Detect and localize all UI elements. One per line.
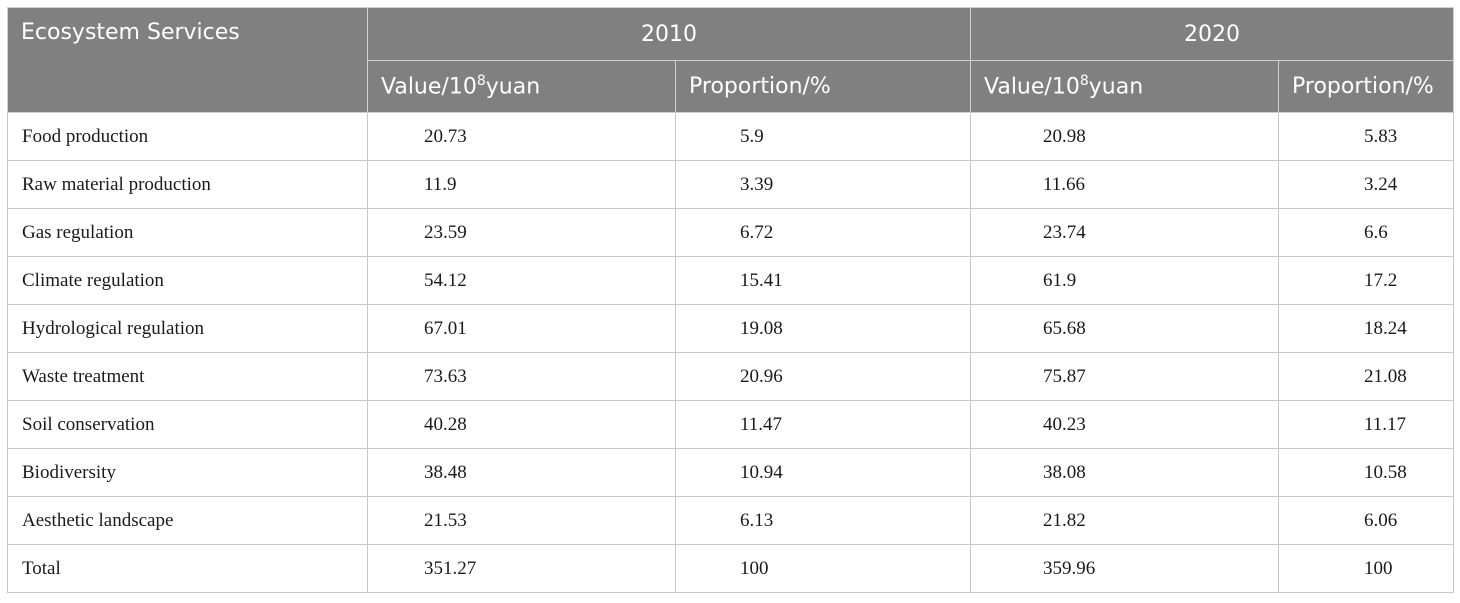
service-name: Gas regulation [7, 208, 368, 257]
proportion-2020: 21.08 [1278, 352, 1454, 401]
service-name: Food production [7, 112, 368, 161]
proportion-2020: 3.24 [1278, 160, 1454, 209]
value-2010: 54.12 [367, 256, 676, 305]
header-value-2010: Value/108yuan [367, 60, 676, 113]
proportion-2020: 5.83 [1278, 112, 1454, 161]
header-ecosystem-services: Ecosystem Services [7, 7, 368, 113]
header-value-2020: Value/108yuan [970, 60, 1279, 113]
service-name: Aesthetic landscape [7, 496, 368, 545]
table-row: Raw material production 11.9 3.39 11.66 … [7, 160, 1454, 209]
header-row-years: Ecosystem Services 2010 2020 [7, 7, 1454, 113]
value-2010: 73.63 [367, 352, 676, 401]
header-proportion-2010: Proportion/% [675, 60, 971, 113]
value-label-exponent: 8 [476, 73, 486, 90]
proportion-2010: 10.94 [675, 448, 971, 497]
value-label-unit: yuan [485, 74, 541, 100]
value-2020: 75.87 [970, 352, 1279, 401]
service-name: Soil conservation [7, 400, 368, 449]
table-row-total: Total 351.27 100 359.96 100 [7, 544, 1454, 593]
header-row-measures: Value/108yuan Proportion/% Value/108yuan… [8, 60, 1454, 113]
service-name: Waste treatment [7, 352, 368, 401]
table-header: Ecosystem Services 2010 2020 Value/108yu… [7, 7, 1454, 113]
value-2020: 40.23 [970, 400, 1279, 449]
service-name: Biodiversity [7, 448, 368, 497]
table-body: Food production 20.73 5.9 20.98 5.83 Raw… [7, 112, 1454, 593]
proportion-2020: 100 [1278, 544, 1454, 593]
proportion-2020: 11.17 [1278, 400, 1454, 449]
value-2010: 21.53 [367, 496, 676, 545]
value-label-exponent: 8 [1079, 73, 1089, 90]
header-year-2010: 2010 [367, 7, 971, 61]
value-2020: 65.68 [970, 304, 1279, 353]
proportion-2010: 6.72 [675, 208, 971, 257]
proportion-2010: 20.96 [675, 352, 971, 401]
proportion-2010: 5.9 [675, 112, 971, 161]
value-2020: 20.98 [970, 112, 1279, 161]
table-row: Waste treatment 73.63 20.96 75.87 21.08 [7, 352, 1454, 401]
header-proportion-2020: Proportion/% [1278, 60, 1454, 113]
value-2020: 61.9 [970, 256, 1279, 305]
proportion-2010: 3.39 [675, 160, 971, 209]
service-name: Hydrological regulation [7, 304, 368, 353]
proportion-2020: 18.24 [1278, 304, 1454, 353]
value-2020: 21.82 [970, 496, 1279, 545]
service-name: Climate regulation [7, 256, 368, 305]
service-name: Total [7, 544, 368, 593]
value-2010: 351.27 [367, 544, 676, 593]
table-row: Aesthetic landscape 21.53 6.13 21.82 6.0… [7, 496, 1454, 545]
value-label-unit: yuan [1088, 74, 1144, 100]
value-2010: 23.59 [367, 208, 676, 257]
value-label-pre: Value/10 [381, 74, 477, 100]
service-name: Raw material production [7, 160, 368, 209]
proportion-2020: 6.6 [1278, 208, 1454, 257]
value-2010: 20.73 [367, 112, 676, 161]
value-2020: 11.66 [970, 160, 1279, 209]
ecosystem-services-table: Ecosystem Services 2010 2020 Value/108yu… [7, 7, 1454, 593]
proportion-2010: 15.41 [675, 256, 971, 305]
table-row: Biodiversity 38.48 10.94 38.08 10.58 [7, 448, 1454, 497]
table-row: Climate regulation 54.12 15.41 61.9 17.2 [7, 256, 1454, 305]
proportion-2010: 11.47 [675, 400, 971, 449]
value-2020: 23.74 [970, 208, 1279, 257]
proportion-2010: 19.08 [675, 304, 971, 353]
value-label-pre: Value/10 [984, 74, 1080, 100]
value-2020: 38.08 [970, 448, 1279, 497]
value-2010: 38.48 [367, 448, 676, 497]
proportion-2010: 100 [675, 544, 971, 593]
table-row: Soil conservation 40.28 11.47 40.23 11.1… [7, 400, 1454, 449]
proportion-2020: 10.58 [1278, 448, 1454, 497]
proportion-2020: 6.06 [1278, 496, 1454, 545]
table-row: Gas regulation 23.59 6.72 23.74 6.6 [7, 208, 1454, 257]
value-2010: 11.9 [367, 160, 676, 209]
header-year-2020: 2020 [970, 7, 1454, 61]
proportion-2020: 17.2 [1278, 256, 1454, 305]
table-row: Food production 20.73 5.9 20.98 5.83 [7, 112, 1454, 161]
value-2020: 359.96 [970, 544, 1279, 593]
table-row: Hydrological regulation 67.01 19.08 65.6… [7, 304, 1454, 353]
value-2010: 40.28 [367, 400, 676, 449]
value-2010: 67.01 [367, 304, 676, 353]
proportion-2010: 6.13 [675, 496, 971, 545]
